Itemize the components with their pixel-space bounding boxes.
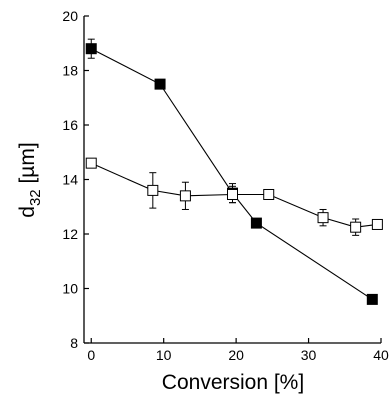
data-point [154,78,166,90]
data-point [263,188,275,200]
x-axis-title: Conversion [%] [162,371,304,394]
y-tick-label: 18 [62,63,78,79]
series-line [90,48,373,300]
y-tick-label: 8 [70,335,78,351]
series-1 [85,38,378,305]
y-tick-label: 12 [62,226,78,242]
data-point [147,184,159,196]
data-point [250,217,262,229]
x-tick-label: 40 [373,347,389,363]
y-tick-label: 16 [62,117,78,133]
y-tick-label: 20 [62,8,78,24]
y-axis-title: d32 [µm] [16,142,44,217]
x-tick-label: 30 [301,347,317,363]
data-point [85,157,97,169]
y-axis-title-sub: 32 [27,189,44,206]
data-point [227,188,238,200]
series-2 [85,157,383,236]
data-point [317,212,329,224]
data-point [350,221,362,233]
chart-axes: 8 10 12 14 16 18 20 0 10 20 30 40 [62,8,389,363]
x-tick-label: 10 [156,347,172,363]
y-tick-label: 10 [62,281,78,297]
data-point [179,190,191,202]
data-point [85,43,97,55]
data-point [366,293,378,305]
y-axis-title-unit: [µm] [16,142,39,189]
data-point [371,218,383,230]
y-tick-label: 14 [62,172,78,188]
y-axis-title-main: d [16,206,39,218]
chart-series-layer [85,38,383,305]
x-tick-label: 0 [87,347,95,363]
x-tick-label: 20 [228,347,244,363]
